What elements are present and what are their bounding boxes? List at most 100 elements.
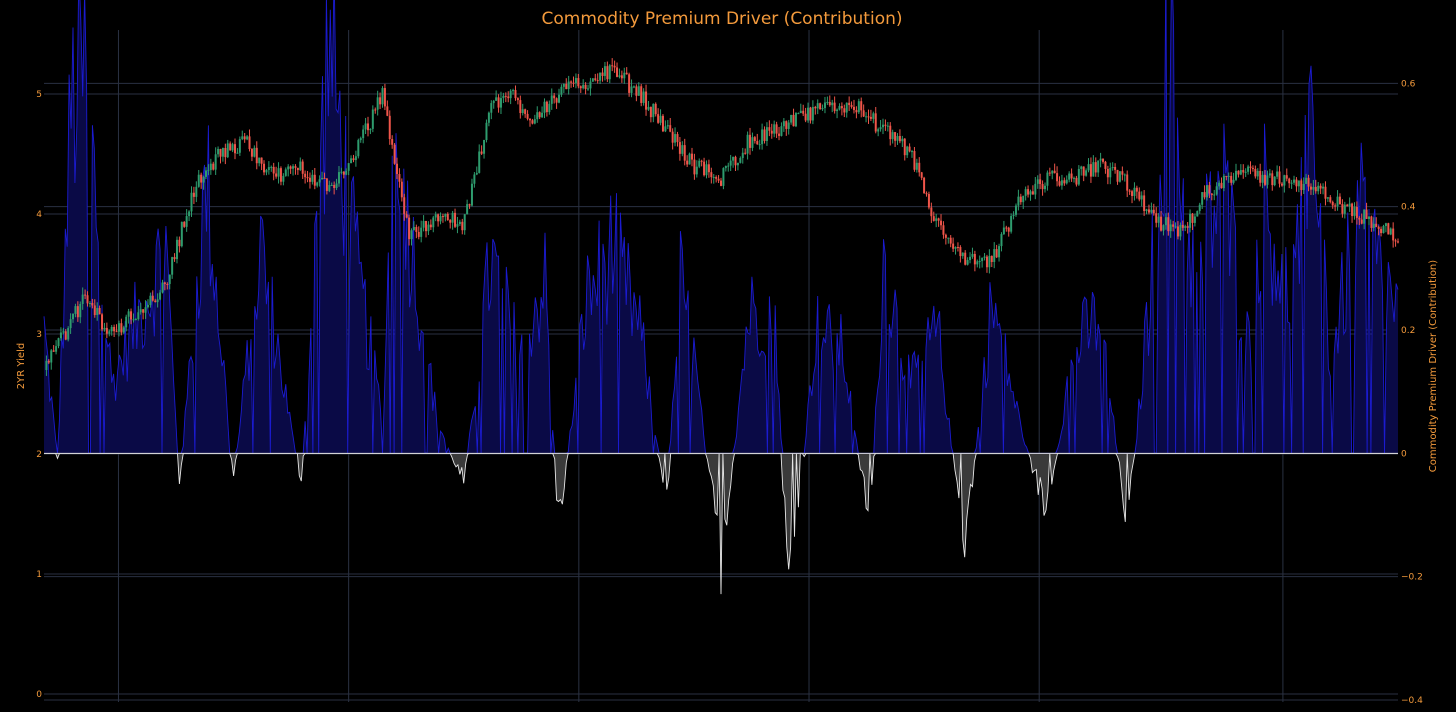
- candle-body: [1264, 174, 1267, 185]
- candle-body: [468, 204, 471, 206]
- candle-body: [865, 116, 868, 118]
- candle-body: [1157, 216, 1160, 223]
- candle-body: [405, 214, 408, 218]
- candle-body: [1058, 181, 1061, 186]
- candle-body: [241, 136, 244, 140]
- candle-body: [884, 124, 887, 126]
- candle-body: [674, 134, 677, 143]
- candle-body: [1097, 160, 1100, 173]
- candle-body: [751, 137, 754, 148]
- candle-body: [874, 113, 877, 132]
- candle-body: [1007, 227, 1010, 232]
- candle-body: [1024, 189, 1027, 196]
- candle-body: [316, 182, 319, 186]
- candle-body: [773, 124, 776, 134]
- candle-body: [1251, 167, 1254, 169]
- candle-body: [736, 162, 739, 166]
- candle-body: [553, 95, 556, 99]
- candle-body: [1116, 169, 1119, 182]
- candle-body: [1338, 196, 1341, 205]
- candle-body: [1002, 227, 1005, 235]
- candle-body: [848, 102, 851, 106]
- candle-body: [183, 221, 186, 227]
- candle-body: [1094, 162, 1097, 173]
- candle-body: [202, 176, 205, 183]
- candle-body: [1010, 216, 1013, 232]
- candle-body: [204, 170, 207, 177]
- candle-body: [1363, 209, 1366, 224]
- candle-body: [579, 86, 582, 89]
- candle-body: [686, 160, 689, 165]
- candle-body: [354, 156, 357, 161]
- candle-body: [840, 106, 843, 109]
- candle-body: [1193, 216, 1196, 223]
- candle-body: [497, 97, 500, 108]
- candle-body: [1305, 177, 1308, 184]
- candle-body: [727, 165, 730, 167]
- candle-body: [954, 246, 957, 249]
- candle-body: [1201, 192, 1204, 205]
- candle-body: [96, 308, 99, 316]
- candle-body: [398, 174, 401, 182]
- candle-body: [780, 126, 783, 136]
- candle-body: [642, 91, 645, 103]
- candle-body: [1092, 162, 1095, 177]
- candle-body: [47, 360, 50, 363]
- candle-body: [45, 360, 48, 370]
- candle-body: [787, 122, 790, 129]
- candle-body: [337, 172, 340, 184]
- candle-body: [809, 107, 812, 121]
- candle-body: [509, 90, 512, 99]
- candle-body: [437, 214, 440, 222]
- candle-body: [1102, 158, 1105, 162]
- candle-body: [1297, 180, 1300, 187]
- candle-body: [1394, 240, 1397, 242]
- right-tick-label: −0.2: [1401, 573, 1423, 583]
- candle-body: [628, 74, 631, 93]
- candle-body: [1353, 206, 1356, 217]
- candle-body: [1138, 191, 1141, 200]
- right-tick-label: 0: [1401, 449, 1407, 459]
- candle-body: [81, 294, 84, 304]
- candle-body: [188, 211, 191, 217]
- candle-body: [1268, 173, 1271, 176]
- candle-body: [374, 109, 377, 111]
- candle-body: [1290, 182, 1293, 184]
- candle-body: [814, 107, 817, 109]
- candle-body: [1046, 172, 1049, 186]
- candle-body: [1220, 182, 1223, 189]
- candle-body: [640, 86, 643, 103]
- candle-body: [1126, 174, 1129, 191]
- candle-body: [1131, 191, 1134, 196]
- candle-body: [325, 178, 328, 191]
- candle-body: [538, 112, 541, 118]
- candle-body: [214, 154, 217, 170]
- candle-body: [1082, 166, 1085, 176]
- candle-body: [802, 110, 805, 114]
- yield-candles-series: [45, 58, 1399, 376]
- candle-body: [1152, 209, 1155, 214]
- candle-body: [217, 148, 220, 155]
- candle-body: [577, 78, 580, 87]
- candle-body: [758, 144, 761, 146]
- candle-body: [258, 157, 261, 164]
- candle-body: [311, 174, 314, 182]
- candle-body: [93, 305, 96, 316]
- candle-body: [1150, 209, 1153, 213]
- candle-body: [301, 161, 304, 174]
- candle-body: [1080, 166, 1083, 169]
- candle-body: [439, 216, 442, 222]
- left-tick-label: 4: [36, 210, 42, 220]
- left-axis-ticks: 0 1 2 3 4 5: [36, 90, 42, 700]
- candle-body: [1186, 226, 1189, 228]
- candle-body: [267, 167, 270, 170]
- right-axis-label: Commodity Premium Driver (Contribution): [1428, 260, 1439, 472]
- candle-body: [819, 103, 822, 110]
- left-tick-label: 5: [36, 90, 42, 100]
- candle-body: [72, 313, 75, 320]
- candle-body: [545, 101, 548, 113]
- candle-body: [485, 122, 488, 140]
- candle-body: [1372, 223, 1375, 228]
- candle-body: [499, 98, 502, 108]
- candle-body: [333, 185, 336, 189]
